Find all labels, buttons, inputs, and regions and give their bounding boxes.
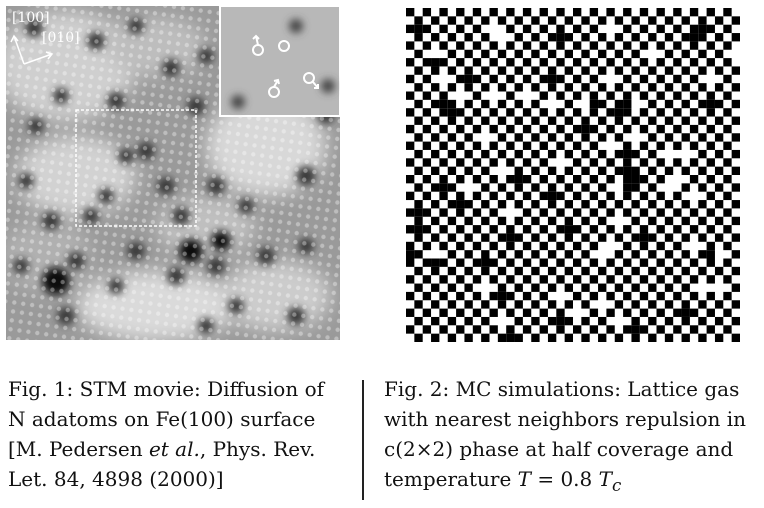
stm-image: [100] [010] [6,6,340,340]
caption-1-line-3: [M. Pedersen et al., Phys. Rev. [8,437,316,461]
mc-lattice [406,8,740,342]
caption-2-line-3: c(2×2) phase at half coverage and [384,437,734,461]
stm-inset [219,6,340,117]
axis-label-010: [010] [42,30,80,46]
caption-2-line-1: Fig. 2: MC simulations: Lattice gas [384,377,740,401]
crystal-axes [10,34,54,65]
caption-1-line-1: Fig. 1: STM movie: Diffusion of [8,377,325,401]
axis-label-100: [100] [12,10,50,26]
caption-1-line-4: Let. 84, 4898 (2000)] [8,467,224,491]
caption-2-line-2: with nearest neighbors repulsion in [384,407,747,431]
caption-figure-2: Fig. 2: MC simulations: Lattice gas with… [384,374,764,501]
caption-1-line-2: N adatoms on Fe(100) surface [8,407,316,431]
caption-figure-1: Fig. 1: STM movie: Diffusion of N adatom… [8,374,352,494]
caption-divider [362,380,364,500]
caption-2-line-4: temperature T = 0.8 Tc [384,467,622,495]
